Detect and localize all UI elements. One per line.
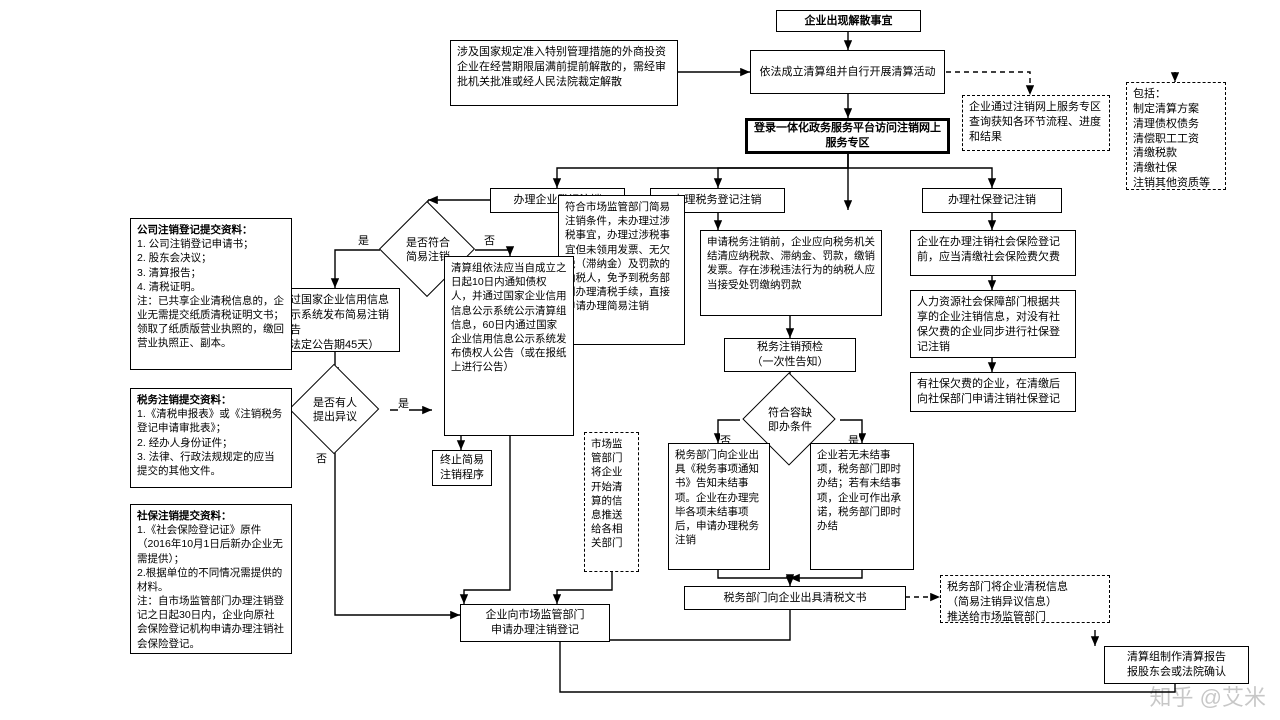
text: 人力资源社会保障部门根据共享的企业注销信息，对没有社保欠费的企业同步进行社保登记… [917,295,1069,354]
text: 税务部门将企业清税信息 （简易注销异议信息） 推送给市场监管部门 [947,580,1068,625]
text: 是否有人 提出异议 [313,396,357,425]
text: 税务部门向企业出具清税文书 [724,591,867,606]
l1: 1.《社会保险登记证》原件（2016年10月1日后新办企业无需提供）； [137,524,283,564]
title: 公司注销登记提交资料： [137,224,253,236]
node-tax-push: 税务部门将企业清税信息 （简易注销异议信息） 推送给市场监管部门 [940,575,1110,623]
node-foreign: 涉及国家规定准入特别管理措施的外商投资企业在经营期限届满前提前解散的，需经审批机… [450,40,678,106]
l1: 1. 公司注销登记申请书； [137,238,254,250]
node-tax-notify: 税务部门向企业出具《税务事项通知书》告知未结事项。企业在办理完毕各项未结事项后，… [668,443,770,570]
info-tax: 税务注销提交资料： 1.《清税申报表》或《注销税务登记申请审批表》； 2. 经办… [130,388,292,488]
label-yes-2: 是 [398,395,409,411]
text: 税务部门向企业出具《税务事项通知书》告知未结事项。企业在办理完毕各项未结事项后，… [675,448,763,547]
node-include: 包括： 制定清算方案 清理债权债务 清偿职工工资 清缴税款 清缴社保 注销其他资… [1126,82,1226,190]
node-login: 登录一体化政务服务平台访问注销网上服务专区 [745,118,950,154]
node-liquidation: 依法成立清算组并自行开展清算活动 [750,50,945,94]
node-ss-cancel: 办理社保登记注销 [922,188,1062,213]
text: 市场监管部门将企业开始清算的信息推送给各相关部门 [591,437,632,550]
l2: 2. 股东会决议； [137,252,212,264]
text: 办理社保登记注销 [948,193,1036,208]
l1: 1.《清税申报表》或《注销税务登记申请审批表》； [137,408,282,434]
l3: 注：自市场监管部门办理注销登记之日起30日内，企业向原社会保险登记机构申请办理注… [137,595,284,650]
l2: 2. 经办人身份证件； [137,437,233,449]
text: 申请税务注销前，企业应向税务机关结清应纳税款、滞纳金、罚款，缴销发票。存在涉税违… [707,235,875,292]
text: 税务注销预检 （一次性告知） [752,340,829,370]
text: 清算组依法应当自成立之日起10日内通知债权人，并通过国家企业信用信息公示系统公示… [451,261,567,374]
node-apply-cancel: 企业向市场监管部门 申请办理注销登记 [460,604,610,642]
node-tax-pre: 申请税务注销前，企业应向税务机关结清应纳税款、滞纳金、罚款，缴销发票。存在涉税违… [700,230,882,316]
node-ss-owe: 有社保欠费的企业，在清缴后向社保部门申请注销社保登记 [910,372,1076,412]
node-online-info: 企业通过注销网上服务专区查询获知各环节流程、进度和结果 [962,95,1110,151]
watermark: 知乎 @艾米 [1150,680,1266,712]
node-ss-clear: 企业在办理注销社会保险登记前，应当清缴社会保险费欠费 [910,230,1076,276]
l4: 4. 清税证明。 [137,281,201,293]
l3: 3. 清算报告； [137,267,201,279]
node-ss-sync: 人力资源社会保障部门根据共享的企业注销信息，对没有社保欠费的企业同步进行社保登记… [910,290,1076,358]
text: 企业通过注销网上服务专区查询获知各环节流程、进度和结果 [969,100,1103,145]
text: 符合市场监管部门简易注销条件，未办理过涉税事宜，办理过涉税事宜但未领用发票、无欠… [565,200,678,313]
text: 清算组制作清算报告 报股东会或法院确认 [1127,650,1226,680]
text: 办理税务登记注销 [674,193,762,208]
node-creditor: 清算组依法应当自成立之日起10日内通知债权人，并通过国家企业信用信息公示系统公示… [444,256,574,436]
text: 企业向市场监管部门 申请办理注销登记 [486,608,585,638]
label-no: 否 [484,232,495,248]
text: 企业在办理注销社会保险登记前，应当清缴社会保险费欠费 [917,235,1069,265]
text: 有社保欠费的企业，在清缴后向社保部门申请注销社保登记 [917,377,1069,407]
text: 符合容缺 即办条件 [768,406,812,435]
node-simple-cond: 符合市场监管部门简易注销条件，未办理过涉税事宜，办理过涉税事宜但未领用发票、无欠… [558,195,685,345]
text: 终止简易 注销程序 [440,453,484,483]
title: 税务注销提交资料： [137,394,232,406]
node-push-info: 市场监管部门将企业开始清算的信息推送给各相关部门 [584,432,639,572]
info-biz: 公司注销登记提交资料： 1. 公司注销登记申请书； 2. 股东会决议； 3. 清… [130,218,292,370]
text: 依法成立清算组并自行开展清算活动 [760,65,936,80]
text: 通过国家企业信用信息公示系统发布简易注销公告 （法定公告期45天） [279,293,393,352]
info-ss: 社保注销提交资料： 1.《社会保险登记证》原件（2016年10月1日后新办企业无… [130,504,292,654]
node-top-title: 企业出现解散事宜 [776,10,921,32]
l5: 注：已共享企业清税信息的，企业无需提交纸质清税证明文书；领取了纸质版营业执照的，… [137,295,284,350]
label-yes: 是 [358,232,369,248]
text: 登录一体化政务服务平台访问注销网上服务专区 [754,121,941,151]
text: 企业若无未结事项，税务部门即时办结；若有未结事项，企业可作出承诺，税务部门即时办… [817,448,907,533]
node-tax-doc: 税务部门向企业出具清税文书 [684,586,906,610]
node-terminate: 终止简易 注销程序 [432,450,492,486]
title: 社保注销提交资料： [137,510,232,522]
l3: 3. 法律、行政法规规定的应当提交的其他文件。 [137,451,275,477]
node-tax-precheck: 税务注销预检 （一次性告知） [724,338,856,372]
l2: 2.根据单位的不同情况需提供的材料。 [137,567,282,593]
label-no-2: 否 [316,450,327,466]
node-liquidation-report: 清算组制作清算报告 报股东会或法院确认 [1104,646,1249,684]
text: 涉及国家规定准入特别管理措施的外商投资企业在经营期限届满前提前解散的，需经审批机… [457,45,671,90]
node-tax-promise: 企业若无未结事项，税务部门即时办结；若有未结事项，企业可作出承诺，税务部门即时办… [810,443,914,570]
text: 包括： 制定清算方案 清理债权债务 清偿职工工资 清缴税款 清缴社保 注销其他资… [1133,87,1210,191]
text: 企业出现解散事宜 [805,14,893,29]
